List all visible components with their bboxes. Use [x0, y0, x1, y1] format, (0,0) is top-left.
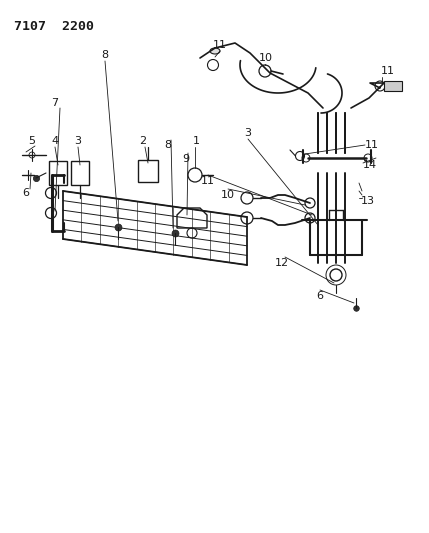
Bar: [384, 81, 402, 91]
Bar: [138, 160, 158, 182]
Ellipse shape: [210, 48, 220, 54]
Text: 7107  2200: 7107 2200: [14, 20, 94, 33]
Text: 13: 13: [361, 196, 375, 206]
Text: 3: 3: [245, 128, 251, 138]
Text: 11: 11: [213, 40, 227, 50]
Text: 8: 8: [101, 50, 109, 60]
Text: 3: 3: [75, 136, 82, 146]
Text: 4: 4: [51, 136, 59, 146]
Text: 6: 6: [22, 188, 30, 198]
Text: 2: 2: [139, 136, 147, 146]
Bar: [49, 161, 67, 185]
Text: 1: 1: [193, 136, 199, 146]
Text: 14: 14: [363, 160, 377, 170]
Text: 8: 8: [164, 140, 172, 150]
Text: 11: 11: [365, 140, 379, 150]
Text: 6: 6: [317, 291, 323, 301]
Text: 5: 5: [28, 136, 36, 146]
Bar: [71, 161, 89, 185]
Text: 11: 11: [381, 66, 395, 76]
Text: 7: 7: [51, 98, 59, 108]
Text: 10: 10: [259, 53, 273, 63]
Text: 9: 9: [182, 154, 190, 164]
Text: 10: 10: [221, 190, 235, 200]
Text: 12: 12: [275, 258, 289, 268]
Text: 11: 11: [201, 176, 215, 186]
